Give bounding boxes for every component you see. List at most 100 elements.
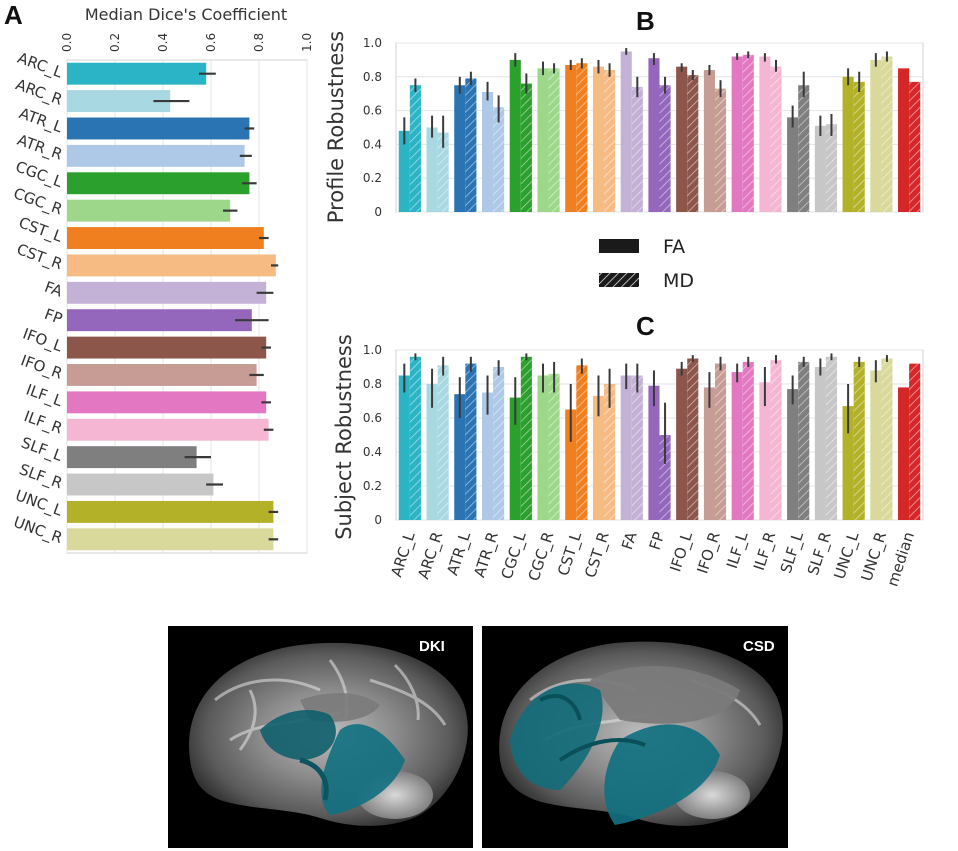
chart-a-bar [67, 281, 267, 304]
chart-b-bar-fa [759, 56, 771, 212]
chart-b-bar-hatch [881, 56, 893, 212]
chart-b-bar-fa [842, 76, 854, 212]
chart-a-bar [67, 62, 207, 85]
chart-c-ytick: 0.2 [363, 479, 382, 493]
chart-b-bar-hatch [714, 88, 727, 212]
chart-c-category-label: SLF_R [804, 530, 836, 578]
chart-c-bar-hatch [742, 361, 754, 520]
chart-c-bar-fa [565, 409, 577, 520]
chart-b-bar-hatch [548, 68, 560, 212]
chart-c-bar-hatch [631, 375, 643, 520]
chart-c-category-label: FP [646, 530, 669, 552]
chart-b-bar-hatch [493, 107, 505, 212]
chart-c-bar-fa [398, 375, 410, 520]
chart-b-bar-hatch [604, 70, 616, 212]
chart-c-bar-fa [454, 394, 466, 520]
legend-fa-label: FA [663, 236, 685, 258]
chart-c-category-label: CGC_R [525, 530, 559, 584]
chart-c-bar-fa [787, 389, 799, 520]
chart-b-bar-hatch [631, 86, 643, 212]
chart-b-bar-fa [898, 68, 910, 212]
chart-a-category-label: IFO_R [18, 351, 65, 383]
chart-c-ytick: 0.6 [363, 411, 382, 425]
chart-b-bar-hatch [770, 66, 782, 212]
chart-c-bar-hatch [437, 365, 449, 520]
chart-c-category-label: ILF_R [750, 530, 780, 573]
chart-c-bar-hatch [825, 356, 838, 520]
chart-b-bar-hatch [409, 85, 421, 212]
chart-c-bar-fa [620, 375, 632, 520]
chart-c-bar-fa [592, 395, 605, 520]
chart-c-bar-hatch [714, 363, 727, 520]
chart-c-ytick: 1.0 [363, 343, 382, 357]
chart-b-ytick: 1.0 [363, 36, 382, 50]
chart-b-bar-hatch [576, 63, 588, 212]
legend-fa-swatch [599, 239, 639, 253]
chart-c-category-label: IFO_R [693, 530, 724, 577]
chart-c-ytick: 0 [374, 513, 382, 527]
chart-a-category-label: ILF_L [23, 380, 65, 411]
chart-c-bar-fa [537, 375, 549, 520]
chart-a-bar [67, 309, 252, 332]
chart-c-bar-fa [731, 372, 743, 520]
chart-a-xtick: 0.0 [60, 33, 74, 52]
chart-b-bar-fa [648, 58, 660, 213]
chart-b-bar-fa [592, 66, 605, 212]
chart-b-bar-fa [454, 85, 466, 212]
chart-c-ytick: 0.4 [363, 445, 382, 459]
chart-b-bar-hatch [659, 85, 671, 212]
chart-a-xtick: 1.0 [300, 33, 314, 52]
chart-c-bar-hatch [853, 361, 865, 520]
chart-c-bar-hatch [409, 356, 421, 520]
chart-c-category-label: ARC_R [414, 530, 447, 582]
chart-a-bar [67, 254, 276, 277]
chart-c-ylabel: Subject Robustness [332, 334, 356, 540]
chart-c-bar-hatch [576, 365, 588, 520]
chart-a-bar [67, 336, 267, 359]
chart-a-bar [67, 90, 171, 113]
panel-label-b: B [636, 6, 655, 36]
chart-a-bar [67, 172, 250, 195]
legend-md-label: MD [663, 270, 694, 292]
chart-b-bar-fa [731, 56, 743, 212]
chart-c-bar-fa [426, 384, 438, 520]
chart-c-bar-fa [703, 387, 715, 520]
chart-a-xlabel: Median Dice's Coefficient [85, 5, 287, 24]
legend: FA MD [599, 236, 694, 292]
chart-c: 00.20.40.60.81.0 ARC_LARC_RATR_LATR_RCGC… [332, 334, 924, 589]
chart-c-bar-fa [676, 368, 688, 520]
chart-b-ytick: 0.2 [363, 171, 382, 185]
brain-image-dki: DKI [168, 626, 473, 848]
chart-c-bar-fa [481, 392, 494, 520]
panel-label-a: A [4, 0, 23, 30]
chart-b-ytick: 0.4 [363, 137, 382, 151]
chart-c-bar-fa [509, 397, 521, 520]
chart-a-bar [67, 199, 231, 222]
chart-a-bar [67, 117, 250, 140]
chart-c-category-label: IFO_L [666, 529, 697, 574]
chart-c-category-label: ILF_L [723, 529, 753, 571]
chart-a-xtick: 0.2 [108, 33, 122, 52]
chart-c-ytick: 0.8 [363, 377, 382, 391]
chart-c-bar-hatch [548, 373, 560, 520]
chart-c-bar-hatch [659, 435, 671, 520]
chart-b-bar-hatch [520, 83, 532, 212]
chart-a-xtick: 0.8 [252, 33, 266, 52]
chart-b-bar-fa [814, 125, 826, 212]
chart-b-ytick: 0 [374, 205, 382, 219]
chart-b-bar-fa [870, 59, 882, 213]
chart-c-category-label: FA [618, 529, 641, 552]
chart-a-bar [67, 528, 274, 551]
chart-b-bar-hatch [798, 85, 810, 212]
chart-a-bar [67, 500, 274, 523]
chart-a-bar [67, 473, 214, 496]
chart-b-bar-fa [703, 70, 715, 212]
brain-label-csd: CSD [743, 638, 775, 655]
chart-a-bar [67, 144, 245, 167]
brain-image-csd: CSD [482, 626, 788, 848]
chart-c-bar-hatch [520, 356, 532, 520]
chart-c-bar-fa [648, 385, 660, 520]
chart-b-bar-hatch [465, 78, 477, 213]
chart-a-bar [67, 391, 267, 414]
